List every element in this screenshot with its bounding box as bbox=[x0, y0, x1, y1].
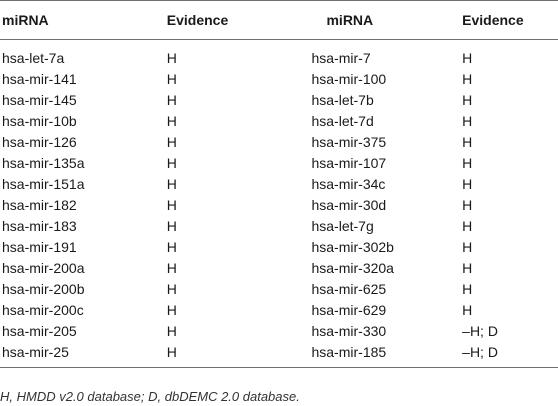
cell-mirna-left: hsa-let-7a bbox=[2, 50, 65, 67]
cell-evidence-left: H bbox=[166, 92, 177, 108]
cell-mirna-left: hsa-mir-25 bbox=[0, 341, 167, 368]
cell-evidence-right: H bbox=[462, 134, 473, 150]
cell-evidence-right: H bbox=[462, 71, 473, 87]
cell-mirna-left: hsa-mir-191 bbox=[2, 239, 77, 255]
table-header: miRNA Evidence miRNA Evidence bbox=[0, 0, 558, 40]
cell-evidence-right: H bbox=[462, 92, 473, 108]
cell-evidence-right: H bbox=[462, 155, 473, 171]
header-row: miRNA Evidence miRNA Evidence bbox=[0, 0, 558, 40]
cell-mirna-left: hsa-mir-205 bbox=[2, 323, 77, 339]
cell-mirna-right: hsa-let-7g bbox=[311, 218, 374, 234]
cell-evidence-right: H bbox=[462, 302, 473, 318]
cell-mirna-left: hsa-mir-145 bbox=[2, 92, 77, 108]
header-evidence-left: Evidence bbox=[166, 0, 312, 40]
cell-mirna-right: hsa-mir-30d bbox=[311, 197, 387, 213]
cell-evidence-left: H bbox=[166, 281, 177, 297]
header-mirna-left: miRNA bbox=[0, 0, 167, 40]
cell-evidence-right: –H; D bbox=[462, 323, 498, 339]
cell-mirna-right: hsa-mir-302b bbox=[311, 239, 394, 255]
cell-evidence-right: H bbox=[462, 176, 473, 192]
cell-mirna-left: hsa-mir-151a bbox=[2, 176, 85, 192]
cell-evidence-left: H bbox=[166, 113, 177, 129]
header-evidence-right: Evidence bbox=[462, 0, 558, 40]
cell-mirna-right: hsa-mir-375 bbox=[311, 134, 387, 150]
cell-mirna-right: hsa-mir-320a bbox=[311, 260, 394, 276]
cell-mirna-right: hsa-mir-107 bbox=[311, 155, 387, 171]
cell-mirna-left: hsa-mir-183 bbox=[2, 218, 77, 234]
cell-mirna-right: hsa-let-7d bbox=[311, 113, 374, 129]
cell-mirna-right: hsa-let-7b bbox=[311, 92, 374, 108]
cell-mirna-left: hsa-mir-200a bbox=[2, 260, 85, 276]
cell-evidence-right: H bbox=[462, 197, 473, 213]
cell-mirna-left: hsa-mir-200b bbox=[2, 281, 85, 297]
cell-evidence-right: –H; D bbox=[462, 341, 558, 368]
cell-mirna-left: hsa-mir-10b bbox=[2, 113, 77, 129]
cell-evidence-left: H bbox=[166, 218, 177, 234]
cell-evidence-left: H bbox=[166, 239, 177, 255]
cell-mirna-left: hsa-mir-135a bbox=[2, 155, 85, 171]
cell-mirna-right: hsa-mir-100 bbox=[311, 71, 387, 87]
table-footnote: H, HMDD v2.0 database; D, dbDEMC 2.0 dat… bbox=[0, 389, 300, 404]
cell-mirna-right: hsa-mir-629 bbox=[311, 302, 387, 318]
cell-mirna-right: hsa-mir-625 bbox=[311, 281, 387, 297]
header-mirna-right: miRNA bbox=[311, 0, 463, 40]
cell-mirna-right: hsa-mir-34c bbox=[311, 176, 386, 192]
cell-evidence-left: H bbox=[166, 155, 177, 171]
cell-mirna-left: hsa-mir-182 bbox=[2, 197, 77, 213]
cell-mirna-left: hsa-mir-200c bbox=[2, 302, 84, 318]
cell-evidence-left: H bbox=[166, 260, 177, 276]
mirna-evidence-table: miRNA Evidence miRNA Evidence hsa-let-7a… bbox=[0, 0, 558, 368]
cell-evidence-left: H bbox=[166, 302, 177, 318]
cell-evidence-left: H bbox=[166, 341, 312, 368]
cell-mirna-right: hsa-mir-185 bbox=[311, 341, 463, 368]
cell-evidence-right: H bbox=[462, 260, 473, 276]
cell-evidence-left: H bbox=[166, 176, 177, 192]
cell-evidence-right: H bbox=[462, 218, 473, 234]
cell-evidence-left: H bbox=[166, 71, 177, 87]
cell-evidence-right: H bbox=[462, 239, 473, 255]
cell-evidence-right: H bbox=[462, 281, 473, 297]
cell-mirna-left: hsa-mir-141 bbox=[2, 71, 77, 87]
cell-evidence-left: H bbox=[166, 197, 177, 213]
cell-evidence-left: H bbox=[166, 134, 177, 150]
cell-evidence-left: H bbox=[166, 323, 177, 339]
cell-evidence-left: H bbox=[166, 50, 177, 67]
cell-mirna-left: hsa-mir-126 bbox=[2, 134, 77, 150]
cell-evidence-right: H bbox=[462, 113, 473, 129]
cell-evidence-right: H bbox=[462, 50, 473, 67]
cell-mirna-right: hsa-mir-330 bbox=[311, 323, 387, 339]
cell-mirna-right: hsa-mir-7 bbox=[311, 50, 371, 67]
